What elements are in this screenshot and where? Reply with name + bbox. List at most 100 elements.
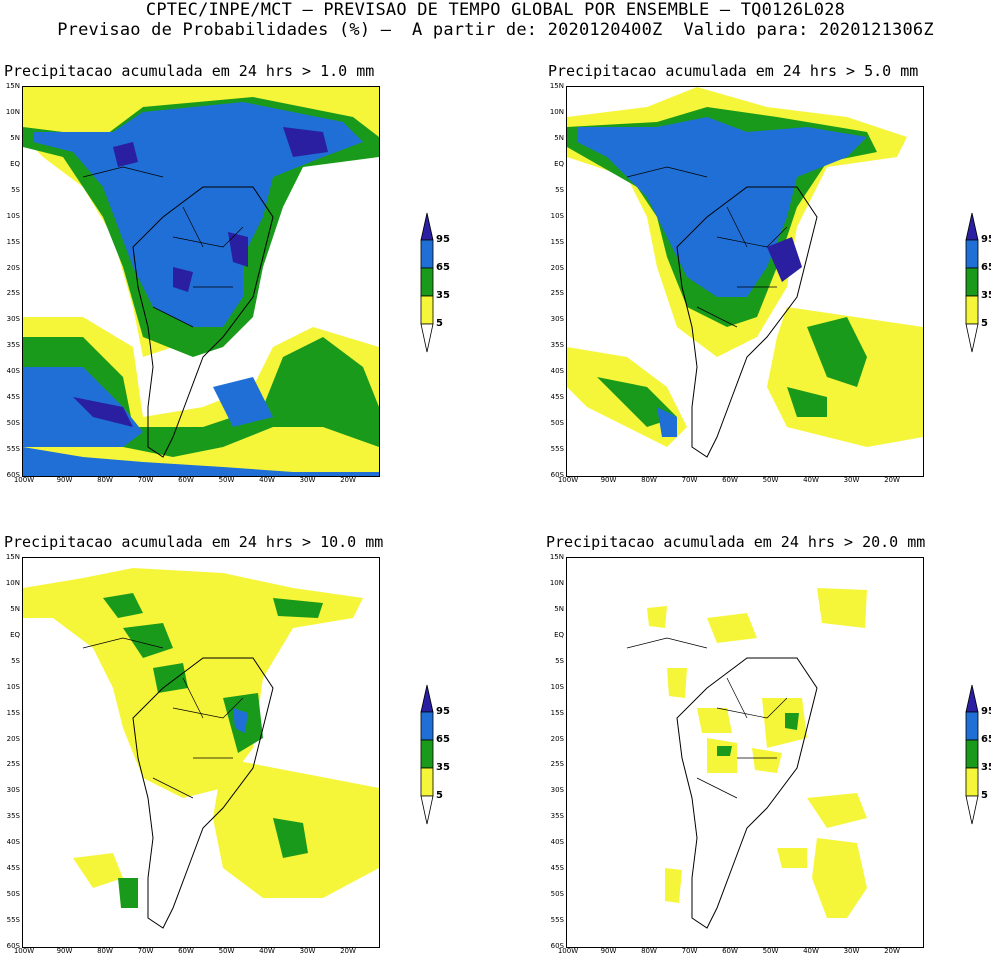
colorbar-segment <box>420 212 434 241</box>
colorbar-segment <box>420 267 434 297</box>
lat-tick-label: 35S <box>6 812 20 821</box>
colorbar: 95 65 35 5 <box>420 212 450 358</box>
lat-tick-label: 40S <box>6 838 20 847</box>
lon-tick-label: 40W <box>803 947 819 955</box>
colorbar-level-label: 35 <box>436 762 450 773</box>
colorbar: 95 65 35 5 <box>420 684 450 830</box>
lon-tick-label: 60W <box>178 947 194 955</box>
panel-2-map <box>566 86 924 477</box>
lon-tick-label: 70W <box>681 947 698 955</box>
colorbar-segment <box>420 323 434 353</box>
colorbar-level-label: 95 <box>436 234 450 245</box>
lon-tick-label: 90W <box>56 947 73 955</box>
lon-tick-label: 20W <box>340 476 356 484</box>
lat-tick-label: 10S <box>6 682 20 691</box>
lat-tick-label: 55S <box>6 916 20 925</box>
lat-tick-label: 10S <box>550 682 564 691</box>
lon-tick-label: 60W <box>722 476 738 484</box>
lon-tick-label: 20W <box>340 947 356 955</box>
colorbar-segment <box>965 767 979 797</box>
colorbar: 95 65 35 5 <box>965 212 991 358</box>
panel-2-title: Precipitacao acumulada em 24 hrs > 5.0 m… <box>548 62 919 80</box>
lat-tick-label: 30S <box>550 786 564 795</box>
colorbar-segment <box>420 295 434 325</box>
lon-tick-label: 30W <box>299 947 316 955</box>
lon-tick-label: 80W <box>641 947 657 955</box>
lat-tick-label: 60S <box>550 471 564 479</box>
lat-tick-label: 10S <box>550 211 564 220</box>
lon-tick-label: 80W <box>97 947 113 955</box>
colorbar-segment <box>965 267 979 297</box>
colorbar-level-label: 5 <box>981 318 988 329</box>
lat-tick-label: 45S <box>550 393 564 402</box>
lat-tick-label: 55S <box>550 445 564 454</box>
lat-tick-label: 40S <box>6 367 20 376</box>
lat-tick-label: 25S <box>550 760 564 769</box>
colorbar-level-label: 5 <box>436 790 443 801</box>
colorbar-segment <box>420 767 434 797</box>
lon-tick-label: 100W <box>557 947 579 955</box>
lat-tick-label: 30S <box>6 786 20 795</box>
lat-tick-label: 15S <box>6 708 20 717</box>
lat-tick-label: 20S <box>550 734 564 743</box>
colorbar-level-label: 95 <box>981 234 991 245</box>
lon-tick-label: 90W <box>600 476 617 484</box>
lon-tick-label: 30W <box>843 476 860 484</box>
colorbar-segment <box>420 684 434 713</box>
lat-tick-label: 10S <box>6 211 20 220</box>
lat-tick-label: 35S <box>6 341 20 350</box>
colorbar-level-label: 35 <box>981 290 991 301</box>
lon-tick-label: 70W <box>681 476 698 484</box>
lon-tick-label: 20W <box>884 476 900 484</box>
lon-tick-label: 40W <box>803 476 819 484</box>
colorbar-level-label: 35 <box>981 762 991 773</box>
lat-tick-label: 50S <box>6 419 20 428</box>
lat-tick-label: 10N <box>549 578 564 587</box>
lat-tick-label: 50S <box>550 419 564 428</box>
lon-tick-label: 50W <box>218 947 235 955</box>
panel-3-title: Precipitacao acumulada em 24 hrs > 10.0 … <box>4 533 384 551</box>
lat-tick-label: 35S <box>550 341 564 350</box>
lon-tick-label: 80W <box>97 476 113 484</box>
lat-tick-label: 5N <box>554 604 564 613</box>
lat-tick-label: 60S <box>6 942 20 950</box>
lon-tick-label: 50W <box>762 476 779 484</box>
colorbar-level-label: 65 <box>436 262 450 273</box>
lon-tick-label: 40W <box>259 947 275 955</box>
lat-tick-label: EQ <box>10 159 20 168</box>
lat-tick-label: EQ <box>554 159 564 168</box>
lat-tick-label: 45S <box>6 864 20 873</box>
panel-4-title: Precipitacao acumulada em 24 hrs > 20.0 … <box>546 533 926 551</box>
colorbar-level-label: 65 <box>436 734 450 745</box>
colorbar-segment <box>965 795 979 825</box>
lon-tick-label: 60W <box>178 476 194 484</box>
lat-tick-label: 5S <box>11 185 20 194</box>
colorbar-level-label: 65 <box>981 734 991 745</box>
lon-tick-label: 30W <box>299 476 316 484</box>
colorbar-segment <box>420 711 434 741</box>
lat-tick-label: 20S <box>550 263 564 272</box>
panel-3-map <box>22 557 380 948</box>
figure-title: CPTEC/INPE/MCT – PREVISAO DE TEMPO GLOBA… <box>145 0 846 20</box>
lat-tick-label: 40S <box>550 367 564 376</box>
lon-tick-label: 90W <box>600 947 617 955</box>
lat-tick-label: 5S <box>11 656 20 665</box>
colorbar-level-label: 35 <box>436 290 450 301</box>
colorbar-level-label: 95 <box>981 706 991 717</box>
lat-tick-label: 5N <box>554 133 564 142</box>
lat-tick-label: 10N <box>5 578 20 587</box>
lat-tick-label: 30S <box>6 315 20 324</box>
colorbar-segment <box>965 239 979 269</box>
lat-tick-label: 35S <box>550 812 564 821</box>
lat-tick-label: 50S <box>6 890 20 899</box>
figure-subtitle: Previsao de Probabilidades (%) – A parti… <box>57 20 934 40</box>
lat-tick-label: EQ <box>554 630 564 639</box>
lat-tick-label: 15N <box>5 82 20 90</box>
colorbar-segment <box>420 739 434 769</box>
lat-tick-label: 10N <box>549 107 564 116</box>
lon-tick-label: 60W <box>722 947 738 955</box>
lat-tick-label: EQ <box>10 630 20 639</box>
colorbar-segment <box>965 323 979 353</box>
lat-tick-label: 60S <box>550 942 564 950</box>
lat-tick-label: 30S <box>550 315 564 324</box>
